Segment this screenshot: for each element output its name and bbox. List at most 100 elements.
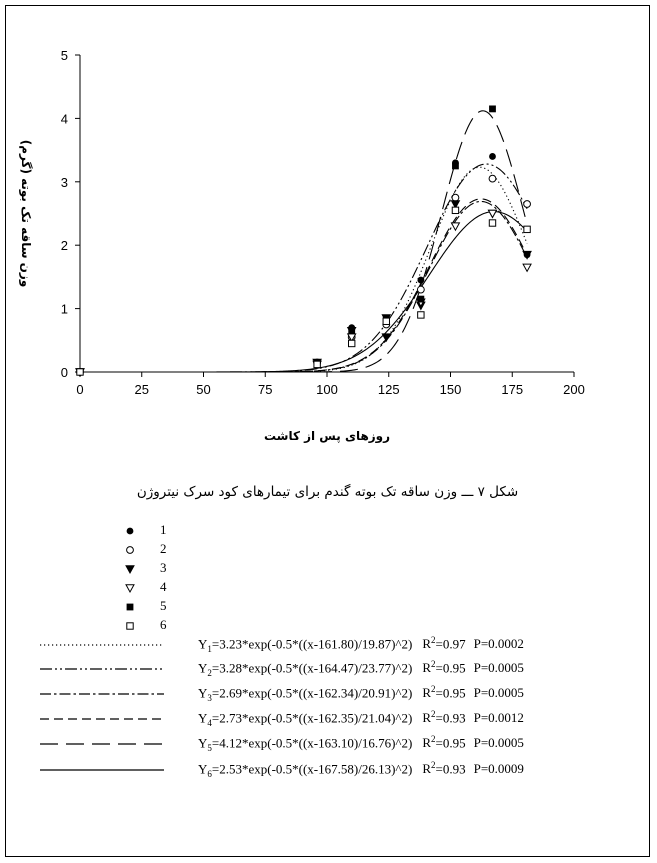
chart: 0 25 50 75 100 125 150 175 200 0 1 2 3 4 5 روزهای پس از…: [18, 48, 585, 444]
data-point-series-5: [489, 105, 496, 113]
equation-row: Y4=2.73*exp(-0.5*((x-162.35)/21.04)^2) R2…: [198, 709, 524, 728]
data-point-series-1: [417, 276, 425, 284]
legend-label-6: 6: [160, 617, 167, 632]
data-point-series-6: [523, 225, 531, 234]
fit-curve-6: [80, 211, 528, 373]
y-axis-title: وزن ساقه تک بوته (گرم): [18, 140, 33, 288]
data-point-series-4: [522, 263, 532, 273]
equation-p: P=0.0005: [473, 660, 524, 676]
equation-r2: =0.95: [435, 685, 466, 701]
equation-p: P=0.0009: [473, 761, 524, 777]
data-point-series-1: [489, 153, 496, 160]
equation-y: Y: [198, 636, 208, 652]
equation-subscript: 5: [207, 742, 212, 753]
equation-superscript: 2: [431, 760, 436, 770]
x-tick-label: 75: [258, 382, 272, 397]
data-point-series-2: [416, 285, 425, 294]
fit-curve-3: [80, 200, 528, 373]
equation-expression: =2.73*exp(-0.5*((x-162.35)/21.04)^2): [211, 710, 413, 726]
equation-subscript: 6: [207, 768, 212, 779]
equation-r: R: [422, 761, 432, 777]
x-tick-label: 50: [196, 382, 210, 397]
equation-r: R: [422, 636, 432, 652]
figure-caption: شکل ۷ ـــ وزن ساقه تک بوته گندم برای تیم…: [136, 484, 519, 500]
legend-label-1: 1: [160, 522, 167, 537]
data-point-series-6: [451, 206, 460, 215]
equation-expression: =2.69*exp(-0.5*((x-162.34)/20.91)^2): [211, 685, 413, 701]
legend-label-5: 5: [160, 598, 167, 613]
equation-p: P=0.0005: [473, 685, 524, 701]
equation-superscript: 2: [431, 659, 436, 669]
equation-subscript: 1: [207, 643, 212, 654]
equation-r: R: [422, 660, 432, 676]
equation-row: Y3=2.69*exp(-0.5*((x-162.34)/20.91)^2) R2…: [198, 684, 524, 703]
data-point-series-5: [452, 162, 459, 170]
equation-subscript: 3: [207, 692, 212, 703]
y-tick-label: 2: [61, 238, 68, 253]
data-point-series-3: [450, 200, 461, 210]
legend-label-2: 2: [160, 541, 167, 556]
equation-y: Y: [198, 735, 208, 751]
equation-subscript: 4: [207, 717, 212, 728]
x-tick-label: 150: [440, 382, 462, 397]
equation-superscript: 2: [431, 734, 436, 744]
equation-r2: =0.93: [435, 710, 466, 726]
data-point-series-2: [451, 193, 460, 202]
equation-row: Y6=2.53*exp(-0.5*((x-167.58)/26.13)^2) R2…: [198, 760, 524, 779]
equation-expression: =3.28*exp(-0.5*((x-164.47)/23.77)^2): [211, 660, 413, 676]
data-point-series-3: [381, 333, 392, 343]
equation-y: Y: [198, 660, 208, 676]
equation-p: P=0.0002: [473, 636, 524, 652]
legend-label-3: 3: [160, 560, 167, 575]
data-point-series-6: [313, 360, 321, 369]
equation-r: R: [422, 710, 432, 726]
data-point-series-4: [487, 209, 498, 219]
y-tick-label: 4: [61, 111, 68, 126]
equation-y: Y: [198, 761, 208, 777]
equation-superscript: 2: [431, 709, 436, 719]
equation-expression: =2.53*exp(-0.5*((x-167.58)/26.13)^2): [211, 761, 413, 777]
x-tick-label: 175: [501, 382, 523, 397]
equation-p: P=0.0005: [473, 735, 524, 751]
equation-r: R: [422, 685, 432, 701]
data-point-series-6: [348, 339, 356, 348]
equation-subscript: 2: [207, 667, 212, 678]
equation-row: Y1=3.23*exp(-0.5*((x-161.80)/19.87)^2) R2…: [198, 635, 524, 654]
fit-curve-4: [80, 198, 528, 373]
fit-curve-2: [80, 163, 528, 373]
equation-r2: =0.95: [435, 660, 466, 676]
figure-frame: [5, 5, 650, 857]
x-tick-label: 200: [563, 382, 585, 397]
equation-row: Y5=4.12*exp(-0.5*((x-163.10)/16.76)^2) R2…: [198, 734, 524, 753]
equation-y: Y: [198, 710, 208, 726]
equation-y: Y: [198, 685, 208, 701]
fit-curve-5: [80, 110, 528, 373]
equation-r2: =0.95: [435, 735, 466, 751]
legend-label-4: 4: [160, 579, 167, 594]
equation-superscript: 2: [431, 684, 436, 694]
equation-row: Y2=3.28*exp(-0.5*((x-164.47)/23.77)^2) R2…: [198, 659, 524, 678]
data-point-series-5: [417, 295, 425, 303]
data-point-series-2: [523, 200, 531, 208]
data-point-series-5: [348, 327, 356, 335]
x-tick-label: 25: [135, 382, 149, 397]
equation-expression: =3.23*exp(-0.5*((x-161.80)/19.87)^2): [211, 636, 413, 652]
y-tick-label: 1: [61, 302, 68, 317]
data-point-series-3: [522, 250, 532, 260]
data-point-series-6: [488, 219, 497, 227]
equation-p: P=0.0012: [473, 710, 524, 726]
equation-r2: =0.93: [435, 761, 466, 777]
x-tick-label: 100: [316, 382, 338, 397]
x-tick-label: 125: [378, 382, 400, 397]
y-tick-label: 0: [61, 365, 68, 380]
y-tick-label: 5: [61, 48, 68, 63]
x-tick-label: 0: [76, 382, 83, 397]
data-point-series-6: [76, 368, 84, 376]
data-point-series-2: [488, 174, 497, 183]
fit-curve-1: [80, 166, 528, 373]
data-point-series-6: [417, 311, 425, 319]
data-point-series-6: [382, 317, 390, 325]
equation-expression: =4.12*exp(-0.5*((x-163.10)/16.76)^2): [211, 735, 413, 751]
y-tick-label: 3: [61, 175, 68, 190]
data-point-series-4: [450, 222, 461, 232]
